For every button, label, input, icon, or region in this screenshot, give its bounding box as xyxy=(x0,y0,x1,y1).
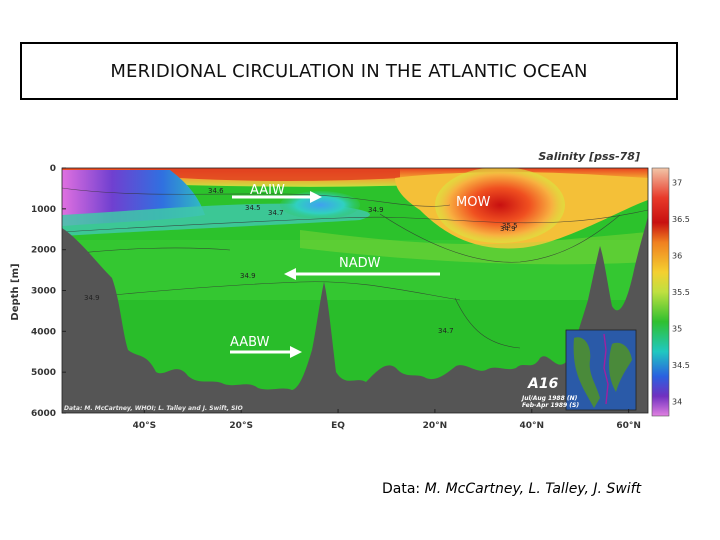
x-tick-label: 40°S xyxy=(133,421,157,431)
section-date-line: Jul/Aug 1988 (N) xyxy=(521,395,578,402)
aabw-label: AABW xyxy=(230,335,270,350)
contour-labels: 34.634.534.7 34.934.934.934.734.935.5 xyxy=(84,187,518,335)
colorbar-tick-label: 34.5 xyxy=(672,361,690,370)
contour-label: 34.5 xyxy=(245,204,261,212)
section-label: A16 xyxy=(527,376,559,392)
colorbar-tick-label: 35 xyxy=(672,324,682,333)
y-axis-label: Depth [m] xyxy=(10,263,21,320)
contour-label: 35.5 xyxy=(502,222,518,230)
slide-title: MERIDIONAL CIRCULATION IN THE ATLANTIC O… xyxy=(110,60,588,82)
x-tick-label: EQ xyxy=(331,421,345,431)
contour-label: 34.7 xyxy=(268,209,284,217)
section-dates: Jul/Aug 1988 (N) Feb-Apr 1989 (S) xyxy=(521,395,579,409)
section-date-line: Feb-Apr 1989 (S) xyxy=(522,402,579,409)
source-note: Data: M. McCartney, WHOI; L. Talley and … xyxy=(64,405,243,412)
y-tick-label: 5000 xyxy=(31,368,56,378)
colorbar-ticks: 37 36.5 36 35.5 35 34.5 34 xyxy=(672,179,690,407)
y-tick-label: 3000 xyxy=(31,287,56,297)
contour-label: 34.9 xyxy=(368,206,384,214)
colorbar-tick-label: 36.5 xyxy=(672,215,690,224)
y-tick-label: 2000 xyxy=(31,246,56,256)
credit-prefix: Data: xyxy=(382,481,421,497)
contour-label: 34.9 xyxy=(84,294,100,302)
x-tick-label: 60°N xyxy=(616,421,641,431)
x-tick-label: 20°S xyxy=(229,421,253,431)
colorbar xyxy=(651,167,670,417)
inset-map xyxy=(565,329,637,411)
x-axis: 40°S 20°S EQ 20°N 40°N 60°N xyxy=(133,409,641,431)
y-tick-label: 6000 xyxy=(31,409,56,419)
chart-title: Salinity [pss-78] xyxy=(538,150,640,163)
y-axis: 0 1000 2000 3000 4000 5000 6000 xyxy=(31,164,66,419)
water-mass-arrows xyxy=(230,191,440,358)
contour-lines xyxy=(62,187,648,349)
nadw-label: NADW xyxy=(339,256,381,271)
data-credit: Data: M. McCartney, L. Talley, J. Swift xyxy=(382,481,641,497)
aaiw-label: AAIW xyxy=(250,183,285,198)
y-tick-label: 4000 xyxy=(31,327,56,337)
x-tick-label: 20°N xyxy=(423,421,448,431)
colorbar-tick-label: 35.5 xyxy=(672,288,690,297)
colorbar-tick-label: 36 xyxy=(672,252,682,261)
colorbar-tick-label: 37 xyxy=(672,179,682,188)
mow-label: MOW xyxy=(456,195,490,210)
x-tick-label: 40°N xyxy=(519,421,544,431)
y-tick-label: 1000 xyxy=(31,205,56,215)
contour-label: 34.6 xyxy=(208,187,224,195)
credit-names: M. McCartney, L. Talley, J. Swift xyxy=(424,481,642,497)
contour-label: 34.7 xyxy=(438,327,454,335)
contour-label: 34.9 xyxy=(240,272,256,280)
y-tick-label: 0 xyxy=(50,164,56,174)
title-box: MERIDIONAL CIRCULATION IN THE ATLANTIC O… xyxy=(20,42,678,100)
contour-label: 34.9 xyxy=(500,225,516,233)
colorbar-tick-label: 34 xyxy=(672,397,682,406)
